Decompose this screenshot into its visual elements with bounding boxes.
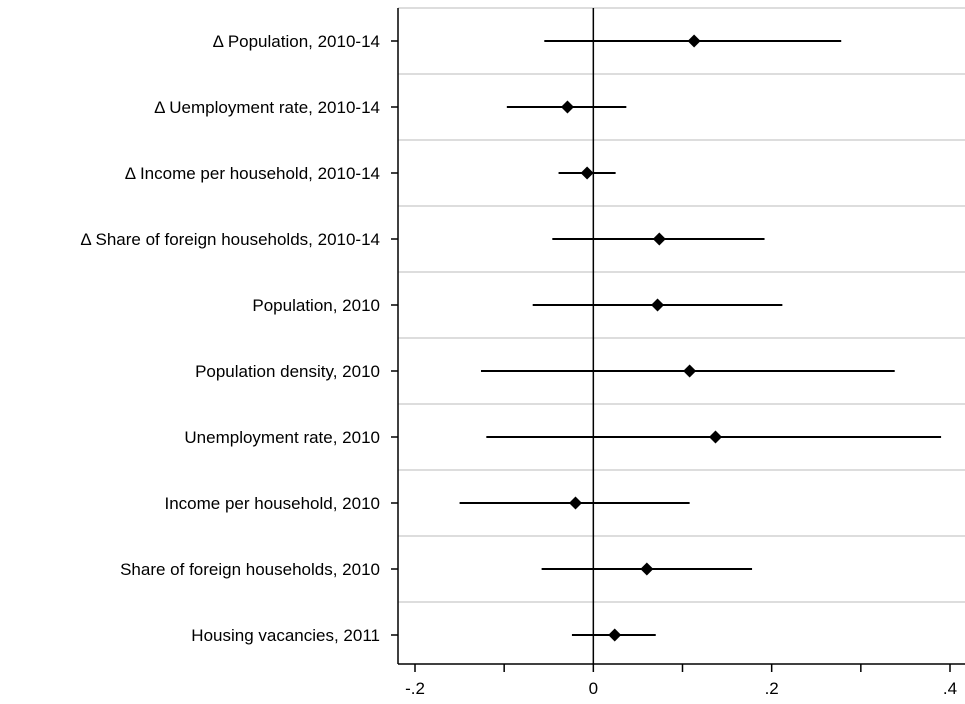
category-label: Δ Uemployment rate, 2010-14 [154, 98, 380, 117]
axes [391, 8, 965, 672]
category-label: Housing vacancies, 2011 [191, 626, 380, 645]
estimate-marker [687, 34, 701, 48]
gridlines [398, 7, 965, 603]
data-series [459, 34, 942, 642]
estimate-marker [651, 298, 665, 312]
estimate-marker [560, 100, 574, 114]
x-tick-label: -.2 [405, 679, 425, 698]
estimate-marker [608, 628, 622, 642]
category-label: Δ Population, 2010-14 [213, 32, 380, 51]
estimate-marker [640, 562, 654, 576]
estimate-marker [569, 496, 582, 510]
category-label: Unemployment rate, 2010 [184, 428, 380, 447]
x-tick-label: 0 [589, 679, 598, 698]
x-tick-label: .4 [943, 679, 957, 698]
category-label: Population density, 2010 [195, 362, 380, 381]
category-label: Income per household, 2010 [165, 494, 381, 513]
category-label: Δ Income per household, 2010-14 [125, 164, 380, 183]
estimate-marker [683, 364, 697, 378]
x-tick-label: .2 [765, 679, 779, 698]
estimate-marker [580, 166, 594, 180]
estimate-marker [708, 430, 722, 444]
category-label: Share of foreign households, 2010 [120, 560, 380, 579]
category-label: Population, 2010 [252, 296, 380, 315]
labels: -.2 0 .2 .4 Δ Population, 2010-14 Δ Uemployme… [80, 32, 957, 698]
estimate-marker [652, 232, 666, 246]
category-label: Δ Share of foreign households, 2010-14 [80, 230, 380, 249]
